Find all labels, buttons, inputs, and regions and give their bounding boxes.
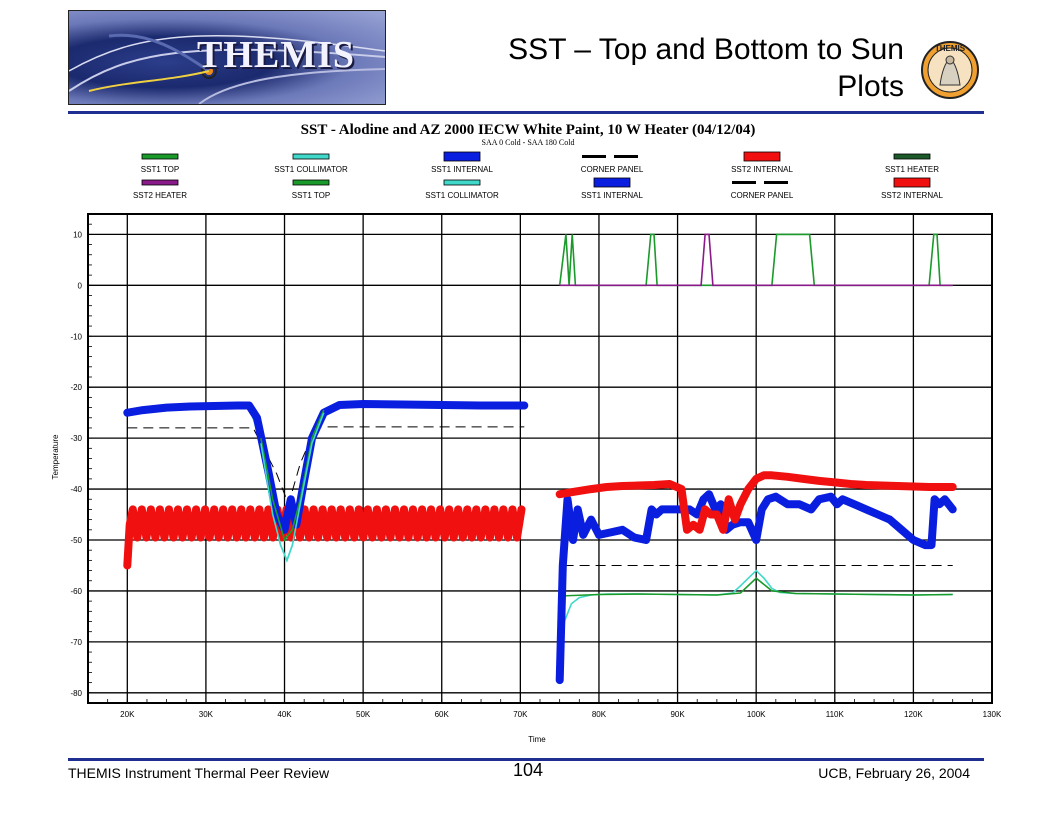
legend-sst2-heater-swatch [141, 179, 179, 186]
x-tick-label: 130K [983, 710, 1002, 719]
legend-corner-panel-label: CORNER PANEL [581, 165, 644, 174]
legend-sst1-internal-label: SST1 INTERNAL [431, 165, 493, 174]
series-case2-sst1-top [559, 577, 953, 597]
series-group [123, 233, 957, 685]
legend-sst2-internal-swatch [743, 151, 781, 162]
logo-text: THEMIS [197, 34, 356, 76]
x-axis-label: Time [528, 735, 546, 744]
legend-sst1-internal-label: SST1 INTERNAL [581, 191, 643, 200]
legend-corner-panel-swatch [582, 155, 606, 158]
magnetosphere-graphic [69, 33, 385, 104]
page-number: 104 [512, 760, 544, 780]
x-tick-label: 20K [120, 710, 135, 719]
chart-subtitle: SAA 0 Cold - SAA 180 Cold [482, 138, 575, 147]
series-case1-sst1-top-overlay [260, 409, 325, 542]
y-tick-label: -20 [70, 383, 82, 392]
svg-text:THEMIS: THEMIS [935, 44, 966, 53]
x-tick-label: 30K [199, 710, 214, 719]
header-rule [68, 111, 984, 114]
x-tick-label: 90K [670, 710, 685, 719]
series-case2-sst2-heater [559, 233, 953, 287]
y-tick-label: 0 [78, 281, 83, 290]
legend-sst2-internal-swatch [893, 177, 931, 188]
temperature-chart: SST - Alodine and AZ 2000 IECW White Pai… [51, 122, 1002, 744]
x-tick-label: 120K [904, 710, 923, 719]
legend-corner-panel-swatch [614, 155, 638, 158]
legend-sst1-internal-swatch [593, 177, 631, 188]
legend-corner-panel-label: CORNER PANEL [731, 191, 794, 200]
legend-sst1-internal-swatch [443, 151, 481, 162]
y-axis-label: Temperature [51, 434, 60, 479]
series-case1-sst2-internal [123, 505, 526, 570]
footer-left: THEMIS Instrument Thermal Peer Review [68, 765, 330, 781]
y-tick-label: -70 [70, 638, 82, 647]
themis-badge-icon: THEMIS [921, 41, 979, 99]
series-case2-sst1-internal [555, 490, 957, 685]
legend-corner-panel-swatch [732, 181, 756, 184]
legend-sst1-top-swatch [292, 179, 330, 186]
series-case2-sst2-internal [555, 471, 957, 534]
legend-sst1-heater-label: SST1 HEATER [885, 165, 939, 174]
y-tick-label: 10 [73, 230, 82, 239]
chart-title: SST - Alodine and AZ 2000 IECW White Pai… [301, 122, 756, 138]
legend-sst2-heater-label: SST2 HEATER [133, 191, 187, 200]
legend-sst1-collimator-label: SST1 COLLIMATOR [274, 165, 348, 174]
plot-frame [87, 213, 993, 704]
legend-sst1-collimator-swatch [443, 179, 481, 186]
legend-sst1-top-label: SST1 TOP [292, 191, 330, 200]
themis-logo: THEMIS [68, 10, 386, 105]
y-tick-label: -50 [70, 536, 82, 545]
series-case1-sst1-collimator-overlay [260, 412, 325, 563]
footer-rule [68, 758, 984, 761]
series-case1-sst1-internal [123, 400, 529, 534]
x-tick-label: 80K [592, 710, 607, 719]
x-tick-label: 40K [277, 710, 292, 719]
footer-right: UCB, February 26, 2004 [818, 765, 970, 781]
y-tick-label: -60 [70, 587, 82, 596]
legend-corner-panel-swatch [764, 181, 788, 184]
x-tick-label: 60K [435, 710, 450, 719]
chart-legend: SST1 TOP SST1 COLLIMATOR SST1 INTERNAL CORN… [133, 151, 943, 200]
plot-area: 20K 30K 40K 50K 60K 70K 80K 90K 100K 110K 120K 130K… [70, 213, 1002, 719]
legend-sst1-heater-swatch [893, 153, 931, 160]
x-tick-label: 110K [826, 710, 845, 719]
title-line-1: SST – Top and Bottom to Sun [508, 33, 904, 66]
legend-sst1-top-label: SST1 TOP [141, 165, 179, 174]
x-tick-label: 50K [356, 710, 371, 719]
legend-sst2-internal-label: SST2 INTERNAL [881, 191, 943, 200]
legend-sst1-top-swatch [141, 153, 179, 160]
legend-sst1-collimator-swatch [292, 153, 330, 160]
legend-sst1-collimator-label: SST1 COLLIMATOR [425, 191, 499, 200]
y-tick-label: -30 [70, 434, 82, 443]
x-tick-label: 100K [747, 710, 766, 719]
y-tick-label: -80 [70, 689, 82, 698]
y-tick-label: -40 [70, 485, 82, 494]
y-tick-label: -10 [70, 332, 82, 341]
title-line-2: Plots [837, 70, 904, 103]
page-title: SST – Top and Bottom to Sun Plots [508, 31, 904, 105]
x-tick-label: 70K [513, 710, 528, 719]
legend-sst2-internal-label: SST2 INTERNAL [731, 165, 793, 174]
